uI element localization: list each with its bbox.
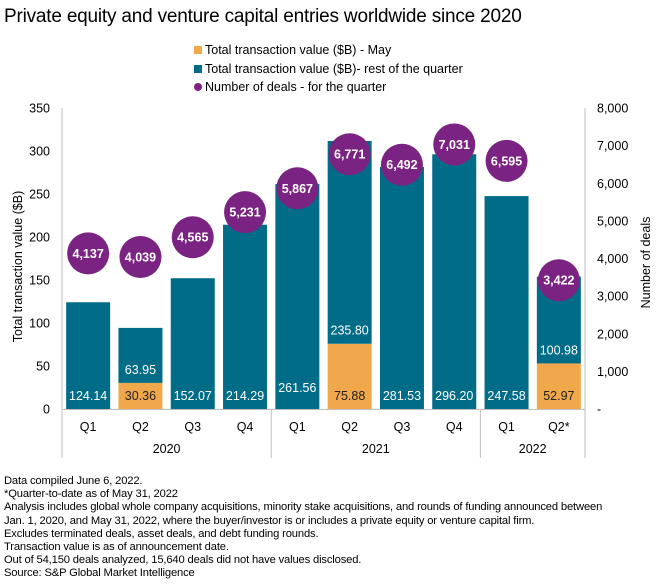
bar-may — [118, 382, 163, 409]
bar-label-rest: 214.29 — [226, 389, 264, 403]
deal-bubble — [380, 143, 423, 186]
bar-label-rest: 152.07 — [174, 389, 212, 403]
bar-label-rest: 296.20 — [435, 389, 473, 403]
note-line: Source: S&P Global Market Intelligence — [4, 567, 195, 580]
y-tick-label: 100 — [29, 317, 50, 331]
bar-rest — [170, 278, 215, 409]
y2-tick-label: 1,000 — [597, 365, 628, 379]
deal-bubble — [433, 123, 476, 166]
deal-label: 5,231 — [229, 206, 260, 220]
deal-bubble — [537, 259, 580, 302]
x-tick-label: Q1 — [80, 420, 97, 434]
y-tick-label: 350 — [29, 102, 50, 116]
y-tick-label: 200 — [29, 231, 50, 245]
bar-rest — [223, 224, 268, 409]
bar-rest — [379, 166, 424, 409]
legend-swatch-may — [194, 46, 202, 55]
bar-rest — [275, 184, 320, 409]
y-tick-label: 0 — [43, 403, 50, 417]
deal-label: 4,565 — [177, 231, 208, 245]
note-line: Analysis includes global whole company a… — [4, 501, 603, 514]
legend-item-may: Total transaction value ($B) - May — [194, 41, 463, 60]
x-tick-label: Q4 — [446, 420, 463, 434]
y-axis-title: Total transaction value ($B) — [11, 191, 25, 342]
x-tick-label: Q4 — [237, 420, 254, 434]
bar-rest — [66, 302, 111, 409]
chart-legend: Total transaction value ($B) - May Total… — [194, 41, 463, 97]
deal-label: 3,422 — [543, 274, 574, 288]
deal-label: 5,867 — [282, 182, 313, 196]
bar-label-rest: 100.98 — [540, 343, 578, 357]
deal-label: 6,771 — [334, 148, 365, 162]
y2-tick-label: 6,000 — [597, 177, 628, 191]
legend-swatch-rest — [194, 64, 202, 73]
deal-label: 7,031 — [439, 138, 470, 152]
legend-item-rest: Total transaction value ($B)- rest of th… — [194, 60, 463, 79]
y2-tick-label: 7,000 — [597, 139, 628, 153]
deal-bubble — [276, 167, 319, 210]
bar-rest — [484, 196, 529, 409]
deal-label: 6,595 — [491, 154, 522, 168]
x-tick-label: Q2* — [548, 420, 570, 434]
deal-label: 4,137 — [73, 247, 104, 261]
y2-tick-label: 2,000 — [597, 327, 628, 341]
bar-label-rest: 63.95 — [125, 363, 156, 377]
deal-bubble — [171, 216, 214, 259]
y2-tick-label: 4,000 — [597, 252, 628, 266]
bar-label-rest: 261.56 — [278, 381, 316, 395]
x-tick-label: Q1 — [289, 420, 306, 434]
y2-axis-title: Number of deals — [639, 217, 653, 309]
chart-notes: Data compiled June 6, 2022. *Quarter-to-… — [4, 475, 602, 581]
x-tick-label: Q1 — [498, 420, 515, 434]
year-label: 2021 — [362, 442, 390, 456]
bar-rest — [432, 154, 477, 409]
legend-label-deals: Number of deals - for the quarter — [205, 80, 387, 94]
bar-label-rest: 235.80 — [331, 324, 369, 338]
y2-tick-label: - — [597, 403, 601, 417]
x-tick-label: Q2 — [132, 420, 149, 434]
y-tick-label: 150 — [29, 274, 50, 288]
x-tick-label: Q2 — [341, 420, 358, 434]
y2-tick-label: 3,000 — [597, 290, 628, 304]
legend-label-may: Total transaction value ($B) - May — [205, 43, 392, 57]
deal-label: 6,492 — [386, 158, 417, 172]
note-line: Jan. 1, 2020, and May 31, 2022, where th… — [4, 514, 535, 527]
bar-rest — [118, 327, 163, 383]
legend-item-deals: Number of deals - for the quarter — [194, 78, 463, 97]
y-tick-label: 50 — [36, 360, 50, 374]
y2-tick-label: 8,000 — [597, 102, 628, 116]
y-tick-label: 250 — [29, 188, 50, 202]
note-line: Out of 54,150 deals analyzed, 15,640 dea… — [4, 554, 362, 567]
deal-bubble — [328, 133, 371, 176]
year-label: 2022 — [519, 442, 547, 456]
bar-label-rest: 281.53 — [383, 389, 421, 403]
deal-bubble — [67, 232, 110, 275]
bar-label-may: 30.36 — [125, 389, 156, 403]
bar-label-rest: 247.58 — [487, 389, 525, 403]
bar-label-may: 52.97 — [543, 389, 574, 403]
note-line: Data compiled June 6, 2022. — [4, 475, 143, 487]
note-line: *Quarter-to-date as of May 31, 2022 — [4, 488, 178, 501]
year-label: 2020 — [153, 442, 181, 456]
deal-label: 4,039 — [125, 251, 156, 265]
bar-may — [327, 343, 372, 409]
deal-bubble — [119, 236, 162, 279]
bar-may — [536, 363, 581, 409]
x-tick-label: Q3 — [184, 420, 201, 434]
legend-swatch-deals — [194, 83, 202, 92]
deal-bubble — [485, 139, 528, 182]
x-tick-label: Q3 — [394, 420, 411, 434]
y-tick-label: 300 — [29, 145, 50, 159]
y2-tick-label: 5,000 — [597, 214, 628, 228]
note-line: Transaction value is as of announcement … — [4, 541, 229, 554]
chart-title: Private equity and venture capital entri… — [4, 6, 522, 27]
bar-label-rest: 124.14 — [69, 389, 107, 403]
note-line: Excludes terminated deals, asset deals, … — [4, 527, 319, 540]
bar-label-may: 75.88 — [334, 389, 365, 403]
legend-label-rest: Total transaction value ($B)- rest of th… — [205, 61, 463, 76]
deal-bubble — [224, 191, 267, 234]
chart-svg: 0 50 100 150 200 250 300 350 - 1,000 2,000 3,000 4,0… — [11, 102, 653, 458]
